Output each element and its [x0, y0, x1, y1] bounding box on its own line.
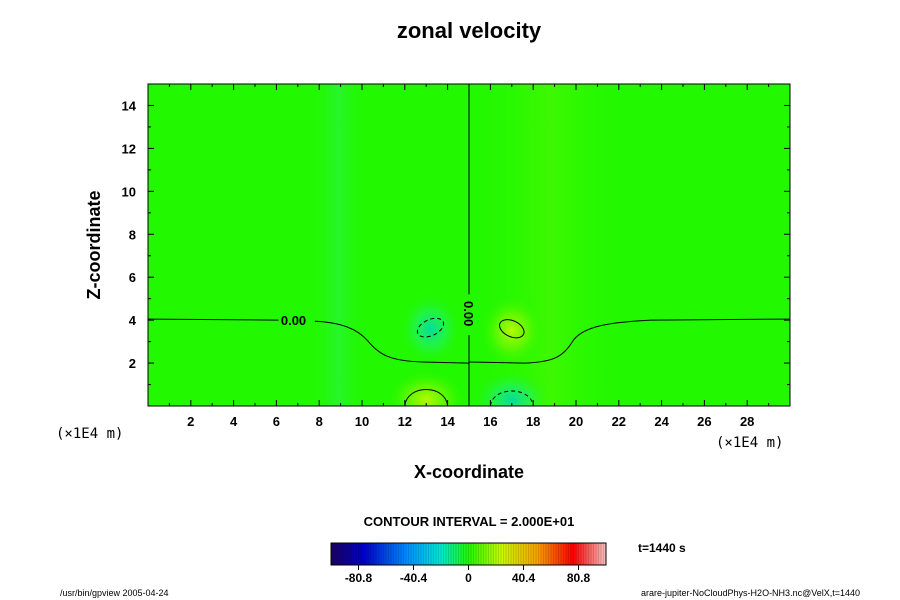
field-positive-region — [386, 369, 467, 406]
footer-left: /usr/bin/gpview 2005-04-24 — [60, 588, 169, 598]
contour-interval: CONTOUR INTERVAL = 2.000E+01 — [364, 514, 575, 529]
x-tick-label: 20 — [569, 414, 583, 429]
colorbar-tick-label: -80.8 — [345, 571, 373, 585]
y-axis-title: Z-coordinate — [84, 190, 104, 299]
x-tick-label: 14 — [440, 414, 455, 429]
x-tick-label: 12 — [398, 414, 412, 429]
x-tick-label: 4 — [230, 414, 238, 429]
negative-contour-bottom — [489, 390, 534, 406]
y-tick-label: 8 — [129, 227, 136, 242]
zero-contour-left — [148, 318, 470, 364]
x-tick-label: 18 — [526, 414, 540, 429]
footer-right: arare-jupiter-NoCloudPhys-H2O-NH3.nc@Vel… — [641, 588, 860, 598]
x-tick-label: 2 — [187, 414, 194, 429]
x-tick-label: 26 — [697, 414, 711, 429]
x-tick-label: 24 — [654, 414, 669, 429]
x-tick-label: 16 — [483, 414, 497, 429]
field-column-negative — [308, 84, 368, 406]
x-tick-label: 22 — [612, 414, 626, 429]
y-tick-label: 6 — [129, 270, 136, 285]
field-negative-region — [398, 292, 463, 365]
contour-label: 0.00 — [281, 313, 306, 328]
colorbar-tick-label: 40.4 — [512, 571, 536, 585]
colorbar-stripes — [333, 543, 604, 565]
zero-contour-right — [468, 318, 790, 364]
colorbar-tick-label: 0 — [465, 571, 472, 585]
y-tick-label: 12 — [122, 141, 136, 156]
time-label: t=1440 s — [638, 541, 686, 555]
positive-contour-bottom — [404, 389, 449, 406]
colorbar-tick-label: 80.8 — [567, 571, 591, 585]
colorbar-tick-label: -40.4 — [400, 571, 428, 585]
y-tick-label: 2 — [129, 356, 136, 371]
plot-field — [148, 84, 790, 406]
x-axis-title: X-coordinate — [414, 462, 524, 482]
x-unit-right: (×1E4 m) — [716, 435, 783, 451]
x-tick-label: 28 — [740, 414, 754, 429]
negative-contour — [416, 317, 445, 338]
contour-label: 0.00 — [461, 301, 476, 326]
y-tick-label: 10 — [122, 184, 136, 199]
field-positive-region — [479, 294, 544, 367]
y-tick-label: 14 — [122, 98, 137, 113]
positive-contour — [499, 319, 525, 339]
y-tick-label: 4 — [129, 313, 137, 328]
x-tick-label: 6 — [273, 414, 280, 429]
x-tick-label: 8 — [316, 414, 323, 429]
field-negative-region — [471, 369, 552, 406]
x-unit-left: (×1E4 m) — [56, 426, 123, 442]
chart-title: zonal velocity — [397, 18, 542, 43]
x-tick-label: 10 — [355, 414, 369, 429]
